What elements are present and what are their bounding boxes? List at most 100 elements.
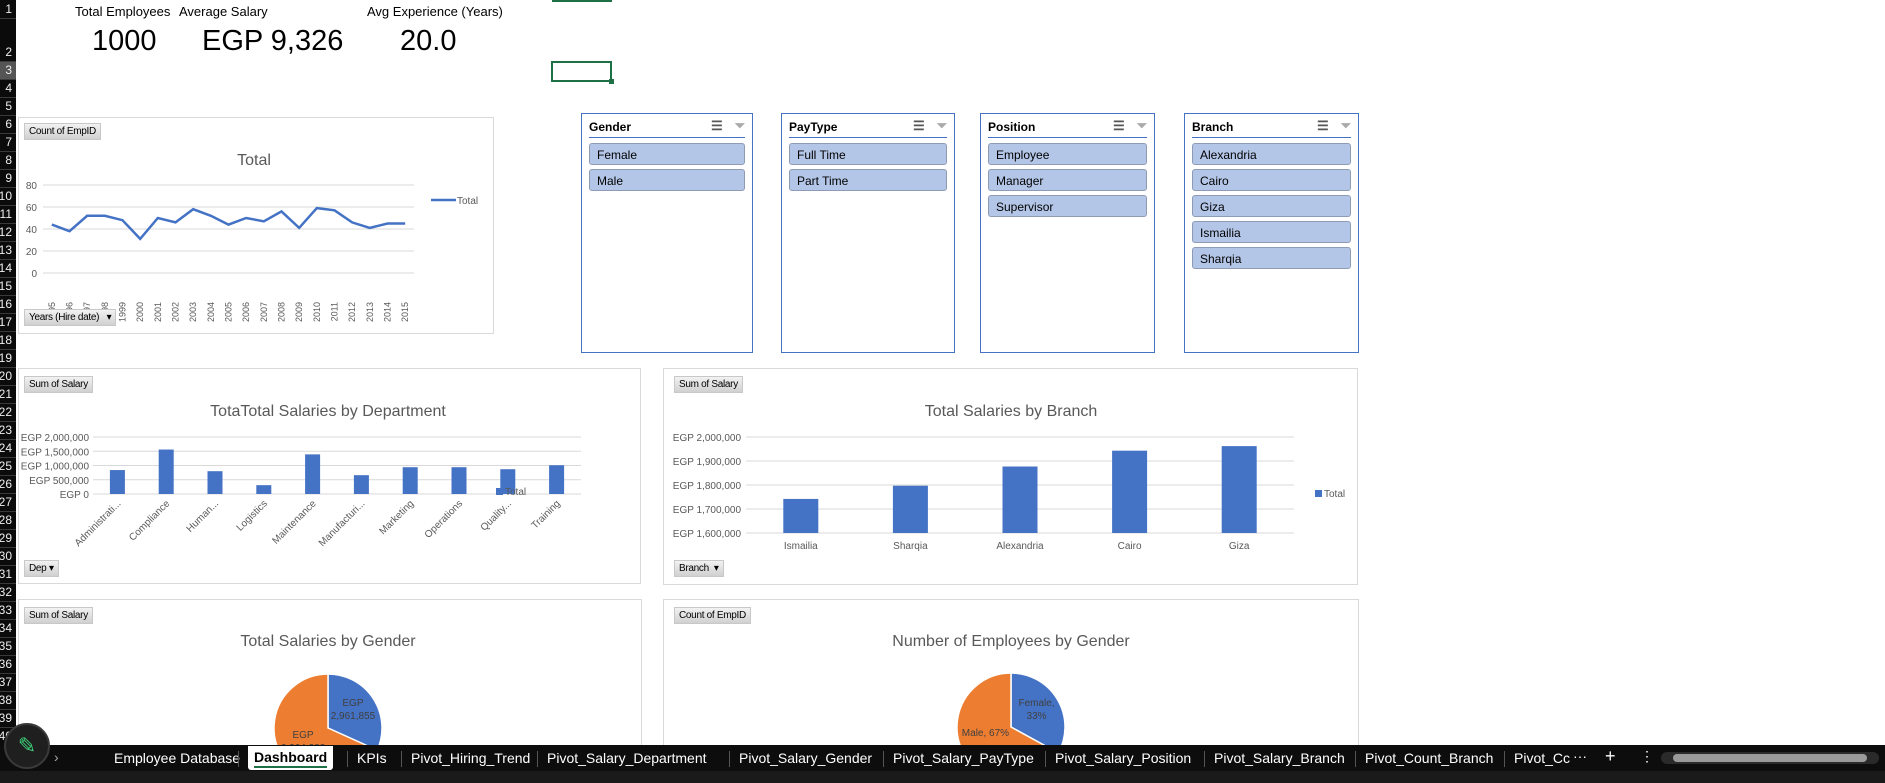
sum-of-salary-field-button[interactable]: Sum of Salary — [674, 376, 743, 393]
slicer-item[interactable]: Full Time — [789, 143, 947, 165]
salaries-by-branch-chart[interactable]: Sum of Salary Total Salaries by Branch E… — [663, 368, 1358, 585]
clear-filter-icon[interactable]: ⏷ — [936, 118, 947, 133]
clear-filter-icon[interactable]: ⏷ — [1136, 118, 1147, 133]
slicer-item[interactable]: Sharqia — [1192, 247, 1351, 269]
row-header[interactable]: 30 — [0, 548, 16, 566]
slicer-item[interactable]: Giza — [1192, 195, 1351, 217]
row-header[interactable]: 24 — [0, 440, 16, 458]
slicer-item[interactable]: Alexandria — [1192, 143, 1351, 165]
multi-select-icon[interactable]: ☰ — [1112, 118, 1125, 133]
legend-label: Total — [505, 487, 526, 498]
row-header[interactable]: 32 — [0, 584, 16, 602]
sheet-tab[interactable]: Pivot_Salary_Branch — [1214, 750, 1345, 766]
sheet-tab[interactable]: Pivot_Salary_Position — [1055, 750, 1192, 766]
clear-filter-icon[interactable]: ⏷ — [1340, 118, 1351, 133]
row-header[interactable]: 3 — [0, 62, 16, 80]
field-button-label: Years (Hire date) — [29, 312, 100, 323]
row-header[interactable]: 38 — [0, 692, 16, 710]
row-headers[interactable]: 1234567891011121314151617181920212223242… — [0, 0, 16, 745]
branch-field-button[interactable]: Branch ▾ — [674, 560, 724, 577]
bar-operations — [451, 467, 467, 494]
row-header[interactable]: 37 — [0, 674, 16, 692]
salaries-by-gender-chart[interactable]: Sum of Salary Total Salaries by Gender E… — [18, 599, 642, 760]
sheet-tab[interactable]: Pivot_Cc — [1514, 750, 1571, 766]
x-tick-label: 2011 — [330, 302, 340, 321]
sum-of-salary-field-button[interactable]: Sum of Salary — [24, 607, 93, 624]
sheet-tab[interactable]: Pivot_Salary_PayType — [893, 750, 1034, 766]
clear-filter-icon[interactable]: ⏷ — [734, 118, 745, 133]
sheet-tab[interactable]: Pivot_Count_Branch — [1365, 750, 1494, 766]
selected-cell[interactable] — [551, 61, 614, 84]
row-header[interactable]: 34 — [0, 620, 16, 638]
row-header[interactable]: 39 — [0, 710, 16, 728]
sum-of-salary-field-button[interactable]: Sum of Salary — [24, 376, 93, 393]
slicer-item[interactable]: Part Time — [789, 169, 947, 191]
row-header[interactable]: 15 — [0, 278, 16, 296]
add-sheet-button[interactable]: + — [1605, 746, 1616, 766]
slicer-item[interactable]: Female — [589, 143, 745, 165]
row-header[interactable]: 36 — [0, 656, 16, 674]
row-header[interactable]: 33 — [0, 602, 16, 620]
row-header[interactable]: 21 — [0, 386, 16, 404]
row-header[interactable]: 26 — [0, 476, 16, 494]
slicer-item[interactable]: Male — [589, 169, 745, 191]
row-header[interactable]: 16 — [0, 296, 16, 314]
row-header[interactable]: 11 — [0, 206, 16, 224]
sheet-tab[interactable]: Pivot_Hiring_Trend — [411, 750, 531, 766]
slicer-item[interactable]: Employee — [988, 143, 1147, 165]
employees-by-gender-chart[interactable]: Count of EmpID Number of Employees by Ge… — [663, 599, 1359, 760]
row-header[interactable]: 28 — [0, 512, 16, 530]
multi-select-icon[interactable]: ☰ — [912, 118, 925, 133]
sheet-tab[interactable]: Employee Database — [114, 750, 241, 766]
horizontal-scrollbar[interactable] — [1661, 752, 1879, 764]
row-header[interactable]: 17 — [0, 314, 16, 332]
row-header[interactable]: 23 — [0, 422, 16, 440]
salaries-by-department-chart[interactable]: Sum of Salary TotaTotal Salaries by Depa… — [18, 368, 641, 584]
row-header[interactable]: 10 — [0, 188, 16, 206]
row-header[interactable]: 8 — [0, 152, 16, 170]
x-tick-label: Training — [530, 498, 563, 531]
scroll-tabs-right-icon[interactable]: › — [54, 749, 59, 765]
row-header[interactable]: 31 — [0, 566, 16, 584]
x-tick-label: Quality... — [479, 498, 514, 533]
row-header[interactable]: 4 — [0, 80, 16, 98]
sheet-tab[interactable]: Dashboard — [248, 746, 334, 770]
row-header[interactable]: 25 — [0, 458, 16, 476]
row-header[interactable]: 14 — [0, 260, 16, 278]
sheet-tab[interactable]: Pivot_Salary_Gender — [739, 750, 873, 766]
sheet-tab[interactable]: KPIs — [357, 750, 387, 766]
row-header[interactable]: 2 — [0, 19, 16, 62]
slicer-item[interactable]: Manager — [988, 169, 1147, 191]
multi-select-icon[interactable]: ☰ — [1316, 118, 1329, 133]
row-header[interactable]: 19 — [0, 350, 16, 368]
dep-field-button[interactable]: Dep ▾ — [24, 560, 59, 577]
row-header[interactable]: 7 — [0, 134, 16, 152]
row-header[interactable]: 5 — [0, 98, 16, 116]
row-header[interactable]: 13 — [0, 242, 16, 260]
row-header[interactable]: 22 — [0, 404, 16, 422]
edit-pencil-button[interactable]: ✎ — [4, 723, 50, 769]
row-header[interactable]: 1 — [0, 0, 16, 19]
count-of-empid-field-button[interactable]: Count of EmpID — [674, 607, 751, 624]
row-header[interactable]: 18 — [0, 332, 16, 350]
sheet-tab[interactable]: Pivot_Salary_Department — [547, 750, 707, 766]
years-hire-date-field-button[interactable]: Years (Hire date) ▾ — [24, 309, 117, 326]
row-header[interactable]: 12 — [0, 224, 16, 242]
row-header[interactable]: 35 — [0, 638, 16, 656]
row-header[interactable]: 20 — [0, 368, 16, 386]
row-header[interactable]: 27 — [0, 494, 16, 512]
tab-separator — [729, 751, 730, 767]
legend-label: Total — [457, 196, 478, 207]
multi-select-icon[interactable]: ☰ — [710, 118, 723, 133]
count-of-empid-field-button[interactable]: Count of EmpID — [24, 123, 101, 140]
slicer-item[interactable]: Supervisor — [988, 195, 1147, 217]
more-tabs-button[interactable]: ··· — [1573, 748, 1587, 764]
scrollbar-thumb[interactable] — [1673, 754, 1867, 762]
slicer-item[interactable]: Ismailia — [1192, 221, 1351, 243]
slicer-item[interactable]: Cairo — [1192, 169, 1351, 191]
row-header[interactable]: 29 — [0, 530, 16, 548]
row-header[interactable]: 6 — [0, 116, 16, 134]
hiring-trend-chart[interactable]: Count of EmpID Total 0204060801995199619… — [18, 117, 494, 334]
sheet-options-button[interactable]: ⋮ — [1640, 748, 1654, 764]
row-header[interactable]: 9 — [0, 170, 16, 188]
